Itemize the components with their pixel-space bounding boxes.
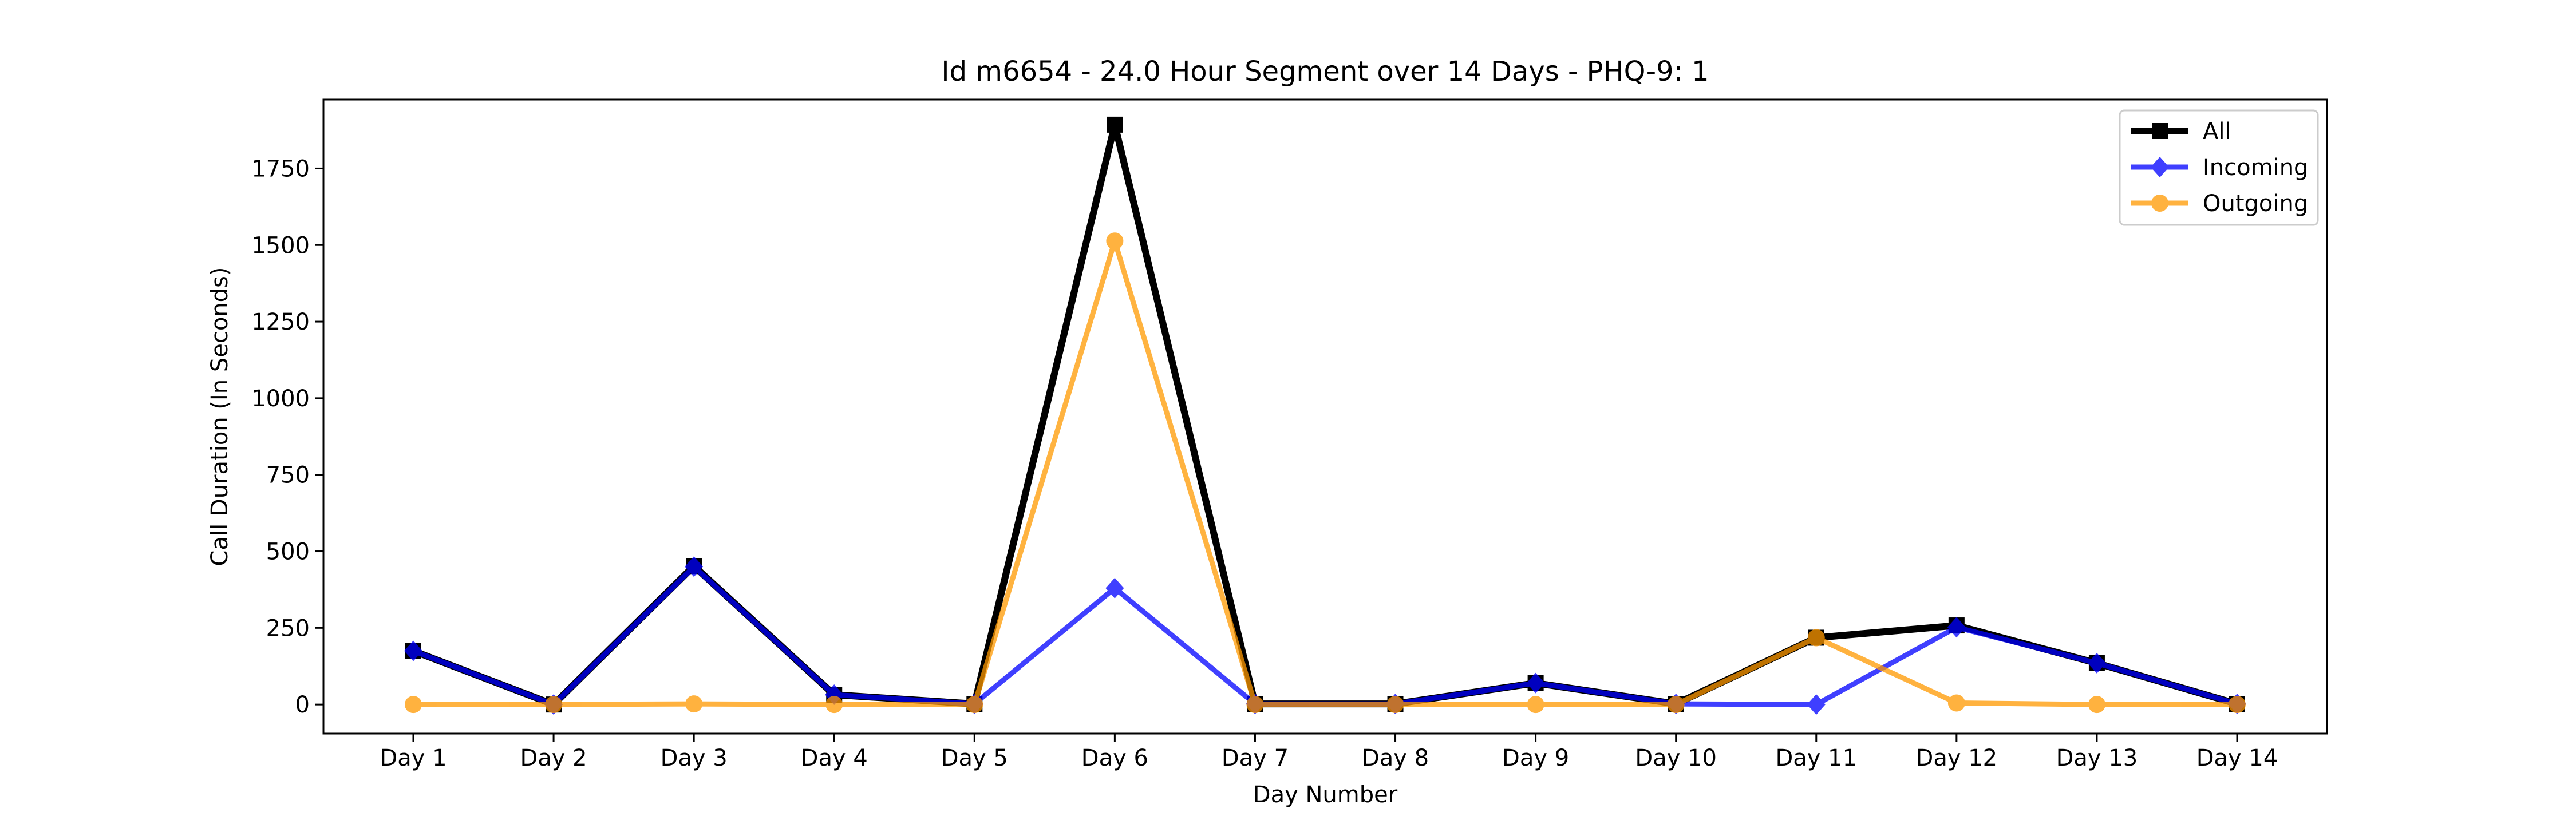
data-point-incoming — [404, 640, 422, 661]
y-tick-label: 1750 — [251, 156, 310, 182]
data-point-outgoing — [1667, 696, 1685, 714]
y-axis: 0 250 500 750 1000 1250 1500 1750 — [251, 156, 323, 718]
legend-entry-outgoing — [2131, 195, 2188, 212]
y-tick-label: 1000 — [251, 386, 310, 412]
x-axis: Day 1 Day 2 Day 3 Day 4 Day 5 Day 6 Day 7 Day 8… — [380, 734, 2278, 771]
x-tick-label: Day 1 — [380, 745, 447, 771]
y-tick-label: 1250 — [251, 309, 310, 335]
y-tick-label: 250 — [266, 615, 310, 641]
data-point-incoming — [1526, 672, 1545, 694]
y-tick-label: 1500 — [251, 232, 310, 259]
data-point-outgoing — [2088, 696, 2105, 714]
data-point-incoming — [685, 556, 704, 577]
series-all — [405, 116, 2245, 713]
x-tick-label: Day 12 — [1916, 745, 1998, 771]
data-point-outgoing — [545, 696, 563, 714]
y-tick-label: 0 — [295, 692, 310, 718]
x-tick-label: Day 5 — [941, 745, 1008, 771]
data-point-incoming — [2087, 652, 2106, 674]
legend-frame — [2119, 109, 2319, 226]
data-point-outgoing — [1246, 696, 1264, 714]
legend-label-incoming: Incoming — [2203, 154, 2308, 181]
data-point-outgoing — [2229, 696, 2246, 714]
data-point-incoming — [1947, 617, 1966, 638]
legend-label-all: All — [2203, 118, 2231, 145]
legend-entry-incoming — [2131, 157, 2188, 177]
legend-label-outgoing: Outgoing — [2203, 191, 2308, 217]
plot-area-frame — [322, 98, 2328, 735]
y-tick-label: 750 — [266, 462, 310, 489]
x-tick-label: Day 13 — [2056, 745, 2138, 771]
chart-title: Id m6654 - 24.0 Hour Segment over 14 Day… — [941, 56, 1709, 88]
data-point-outgoing — [1527, 696, 1544, 714]
data-point-incoming — [1105, 577, 1124, 599]
data-point-incoming — [1807, 694, 1826, 715]
legend-swatch-marker — [2151, 195, 2168, 212]
y-axis-label: Call Duration (In Seconds) — [207, 267, 233, 566]
series-line-outgoing — [413, 238, 2237, 707]
x-tick-label: Day 2 — [520, 745, 587, 771]
x-tick-label: Day 9 — [1502, 745, 1569, 771]
data-point-outgoing — [1386, 696, 1404, 714]
x-tick-label: Day 8 — [1362, 745, 1429, 771]
series-outgoing — [405, 232, 2246, 714]
data-point-outgoing — [685, 695, 703, 713]
series-layer — [404, 116, 2246, 715]
x-tick-label: Day 3 — [661, 745, 728, 771]
legend-swatch-marker — [2152, 123, 2168, 139]
x-tick-label: Day 10 — [1635, 745, 1717, 771]
data-point-outgoing — [1807, 629, 1825, 647]
series-line-incoming — [412, 564, 2238, 707]
data-point-outgoing — [1106, 232, 1124, 250]
legend: All Incoming Outgoing — [2119, 109, 2319, 226]
x-axis-label: Day Number — [1253, 782, 1398, 808]
x-tick-label: Day 6 — [1081, 745, 1148, 771]
data-point-all — [1107, 116, 1123, 133]
data-point-outgoing — [1947, 694, 1965, 712]
x-tick-label: Day 11 — [1775, 745, 1857, 771]
legend-swatch-marker — [2151, 157, 2169, 177]
data-point-outgoing — [405, 696, 422, 714]
x-tick-label: Day 4 — [801, 745, 868, 771]
data-point-outgoing — [966, 696, 983, 714]
legend-entry-all — [2131, 123, 2188, 139]
data-point-outgoing — [825, 696, 843, 714]
series-incoming — [404, 556, 2246, 715]
y-tick-label: 500 — [266, 539, 310, 565]
x-tick-label: Day 7 — [1222, 745, 1289, 771]
x-tick-label: Day 14 — [2196, 745, 2278, 771]
